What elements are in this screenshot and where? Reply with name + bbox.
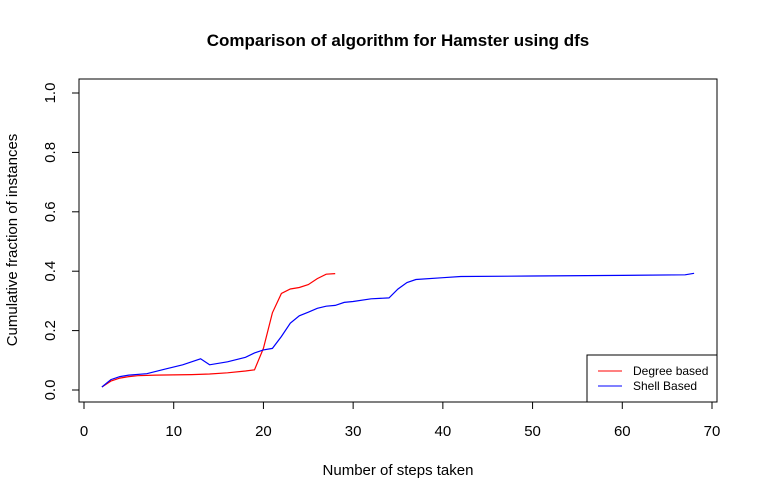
series-group: [101, 272, 695, 388]
y-tick-label-0.0: 0.0: [42, 380, 59, 401]
legend-label-degree-based: Degree based: [633, 364, 708, 378]
y-tick-label-0.2: 0.2: [42, 320, 59, 341]
x-tick-label-20: 20: [255, 423, 272, 440]
y-tick-label-1.0: 1.0: [42, 83, 59, 104]
legend: Degree based Shell Based: [586, 354, 718, 403]
legend-box: [586, 354, 718, 403]
y-tick-label-0.8: 0.8: [42, 142, 59, 163]
y-tick-label-0.4: 0.4: [42, 261, 59, 282]
x-tick-label-40: 40: [435, 423, 452, 440]
x-tick-label-50: 50: [524, 423, 541, 440]
x-axis-label: Number of steps taken: [323, 462, 474, 479]
x-tick-label-10: 10: [165, 423, 182, 440]
x-tick-label-70: 70: [704, 423, 721, 440]
series-line-shell-based: [101, 272, 695, 388]
y-axis: 0.0 0.2 0.4 0.6 0.8 1.0: [42, 83, 79, 401]
legend-label-shell-based: Shell Based: [633, 379, 697, 393]
plot-frame: [78, 78, 718, 403]
x-tick-label-30: 30: [345, 423, 362, 440]
chart-title: Comparison of algorithm for Hamster usin…: [207, 31, 590, 50]
series-line-degree-based: [101, 273, 336, 388]
y-axis-label: Cumulative fraction of instances: [4, 134, 21, 347]
y-tick-label-0.6: 0.6: [42, 201, 59, 222]
x-axis: 0 10 20 30 40 50 60 70: [80, 402, 721, 440]
x-tick-label-60: 60: [614, 423, 631, 440]
x-tick-label-0: 0: [80, 423, 88, 440]
